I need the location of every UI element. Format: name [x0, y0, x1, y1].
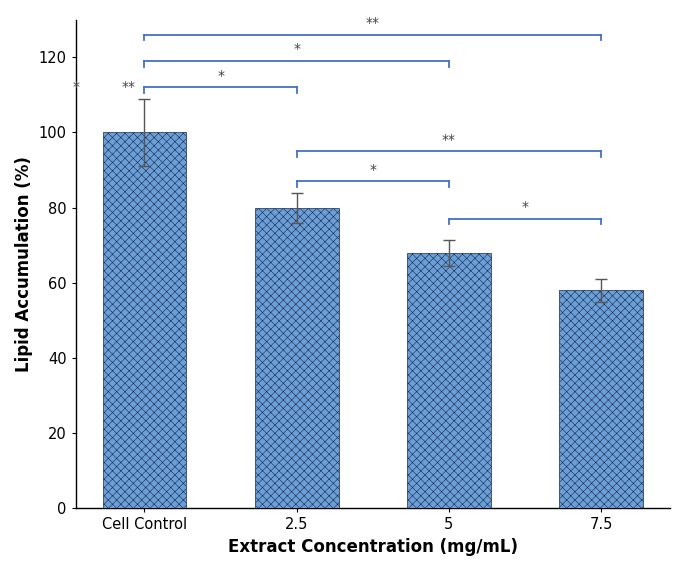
- Text: *: *: [73, 80, 79, 94]
- Text: *: *: [369, 163, 376, 177]
- X-axis label: Extract Concentration (mg/mL): Extract Concentration (mg/mL): [228, 538, 518, 556]
- Y-axis label: Lipid Accumulation (%): Lipid Accumulation (%): [15, 156, 33, 372]
- Text: **: **: [121, 80, 136, 94]
- Bar: [407, 253, 490, 508]
- Text: **: **: [442, 132, 456, 147]
- Text: *: *: [293, 42, 300, 57]
- Bar: [103, 132, 186, 508]
- Bar: [559, 290, 643, 508]
- Text: *: *: [217, 69, 224, 83]
- Bar: [255, 208, 338, 508]
- Text: **: **: [366, 16, 379, 30]
- Text: *: *: [521, 200, 529, 214]
